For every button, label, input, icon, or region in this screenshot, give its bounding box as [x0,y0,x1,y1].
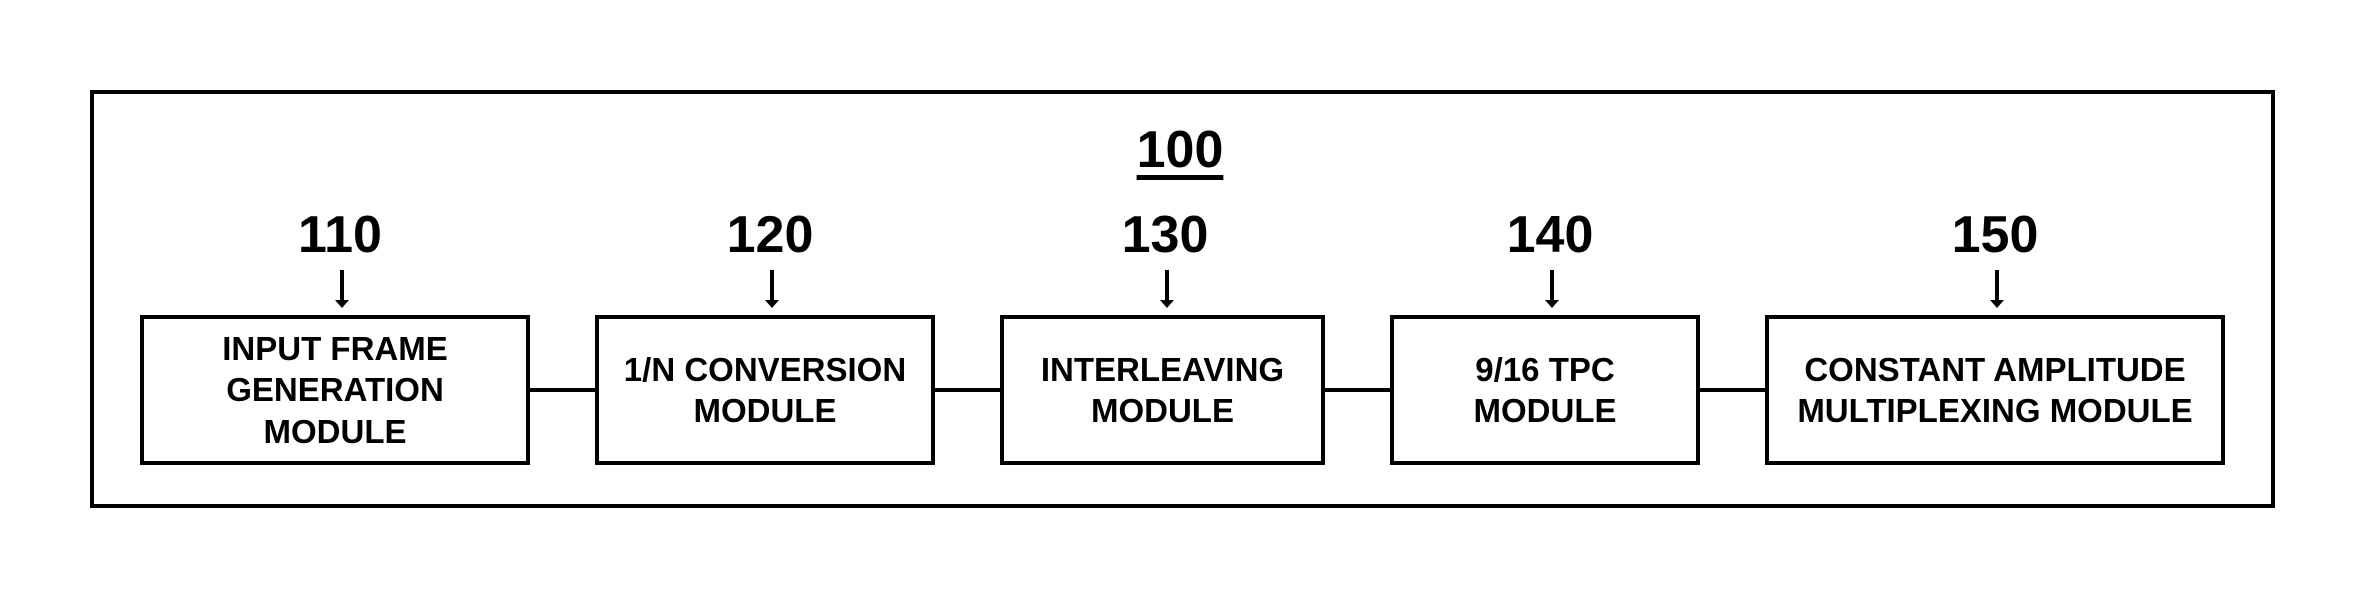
block-120-line2: MODULE [693,392,836,429]
block-ref-150: 150 [1950,205,2040,265]
block-1n-conversion: 1/N CONVERSION MODULE [595,315,935,465]
block-ref-130: 130 [1120,205,1210,265]
block-input-frame-generation: INPUT FRAME GENERATION MODULE [140,315,530,465]
connector-120-130 [935,388,1000,392]
block-140-line2: MODULE [1474,392,1617,429]
block-130-line2: MODULE [1091,392,1234,429]
block-constant-amplitude-multiplexing: CONSTANT AMPLITUDE MULTIPLEXING MODULE [1765,315,2225,465]
tick-130 [1165,270,1169,300]
connector-110-120 [530,388,595,392]
block-150-line1: CONSTANT AMPLITUDE [1804,351,2185,388]
block-110-line2: GENERATION MODULE [226,371,444,449]
tick-140 [1550,270,1554,300]
block-916-tpc: 9/16 TPC MODULE [1390,315,1700,465]
diagram-canvas: 100 110 INPUT FRAME GENERATION MODULE 12… [0,0,2364,610]
block-120-line1: 1/N CONVERSION [624,351,906,388]
tick-120 [770,270,774,300]
tick-150 [1995,270,1999,300]
block-110-line1: INPUT FRAME [222,330,448,367]
block-ref-140: 140 [1505,205,1595,265]
block-ref-110: 110 [295,205,385,265]
main-reference-label: 100 [1120,120,1240,180]
block-130-line1: INTERLEAVING [1041,351,1284,388]
block-interleaving: INTERLEAVING MODULE [1000,315,1325,465]
block-140-line1: 9/16 TPC [1475,351,1614,388]
connector-130-140 [1325,388,1390,392]
tick-110 [340,270,344,300]
connector-140-150 [1700,388,1765,392]
block-ref-120: 120 [725,205,815,265]
block-150-line2: MULTIPLEXING MODULE [1797,392,2192,429]
